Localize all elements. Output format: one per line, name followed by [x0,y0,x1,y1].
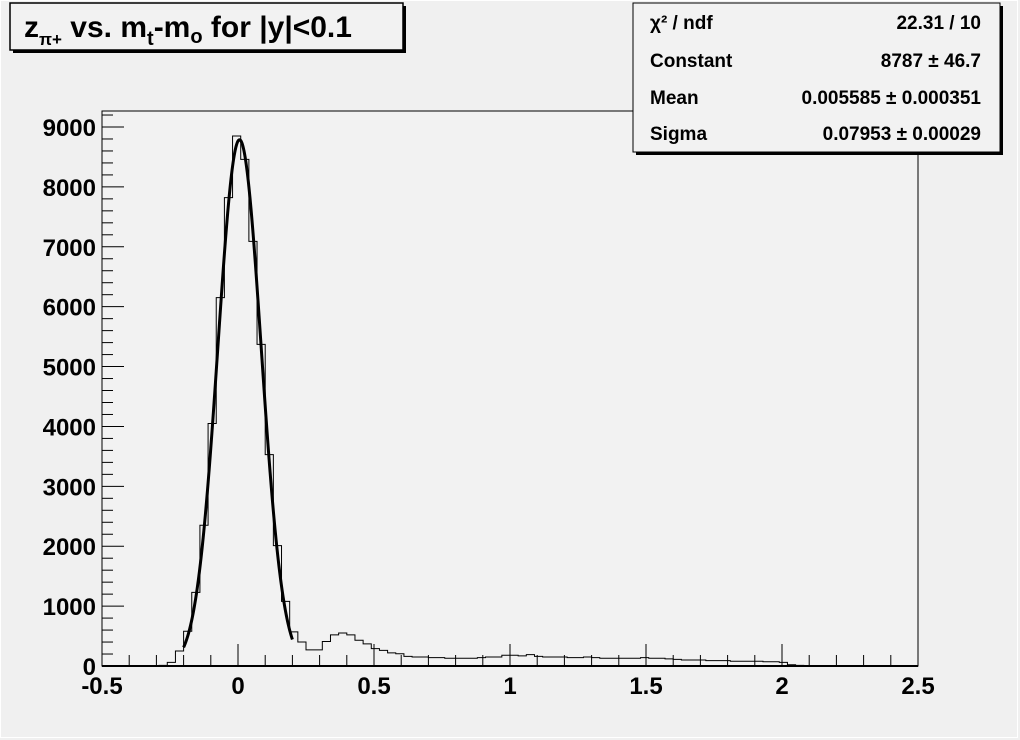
chart-title: zπ+ vs. mt-mo for |y|<0.1 [24,11,352,50]
x-tick-label: 2 [775,673,788,700]
y-tick-labels: 0 1000 2000 3000 4000 5000 6000 7000 8000 9000 [43,115,96,681]
stat-label-chi2: χ² / ndf [650,13,713,34]
y-tick-label: 8000 [43,175,96,202]
plot-frame [101,110,919,667]
x-tick-label: -0.5 [81,673,122,700]
y-tick-label: 2000 [43,534,96,561]
x-tick-label: 1.5 [629,673,662,700]
fit-stats-box: χ² / ndf 22.31 / 10 Constant 8787 ± 46.7… [632,2,1003,155]
fit-curve [182,138,294,648]
y-tick-label: 9000 [43,115,96,142]
x-tick-label: 2.5 [901,673,934,700]
stat-value-mean: 0.005585 ± 0.000351 [802,88,982,109]
stat-label-sigma: Sigma [650,124,707,145]
y-tick-label: 0 [83,654,96,681]
histogram [102,135,918,667]
title-box: zπ+ vs. mt-mo for |y|<0.1 [9,2,406,53]
y-tick-label: 5000 [43,355,96,382]
histogram-outline [102,135,918,667]
stat-value-sigma: 0.07953 ± 0.00029 [823,124,981,145]
stat-value-chi2: 22.31 / 10 [896,13,981,34]
y-tick-label: 7000 [43,235,96,262]
x-tick-label: 1 [503,673,516,700]
y-tick-label: 3000 [43,474,96,501]
y-tick-label: 4000 [43,414,96,441]
x-tick-label: 0.5 [357,673,390,700]
gaussian-fit-line [182,138,294,648]
stat-value-constant: 8787 ± 46.7 [881,51,981,72]
x-tick-labels: -0.5 0 0.5 1 1.5 2 2.5 [81,673,934,700]
stat-label-constant: Constant [650,51,733,72]
x-tick-label: 0 [231,673,244,700]
y-tick-label: 6000 [43,295,96,322]
stat-label-mean: Mean [650,88,699,109]
y-tick-label: 1000 [43,594,96,621]
